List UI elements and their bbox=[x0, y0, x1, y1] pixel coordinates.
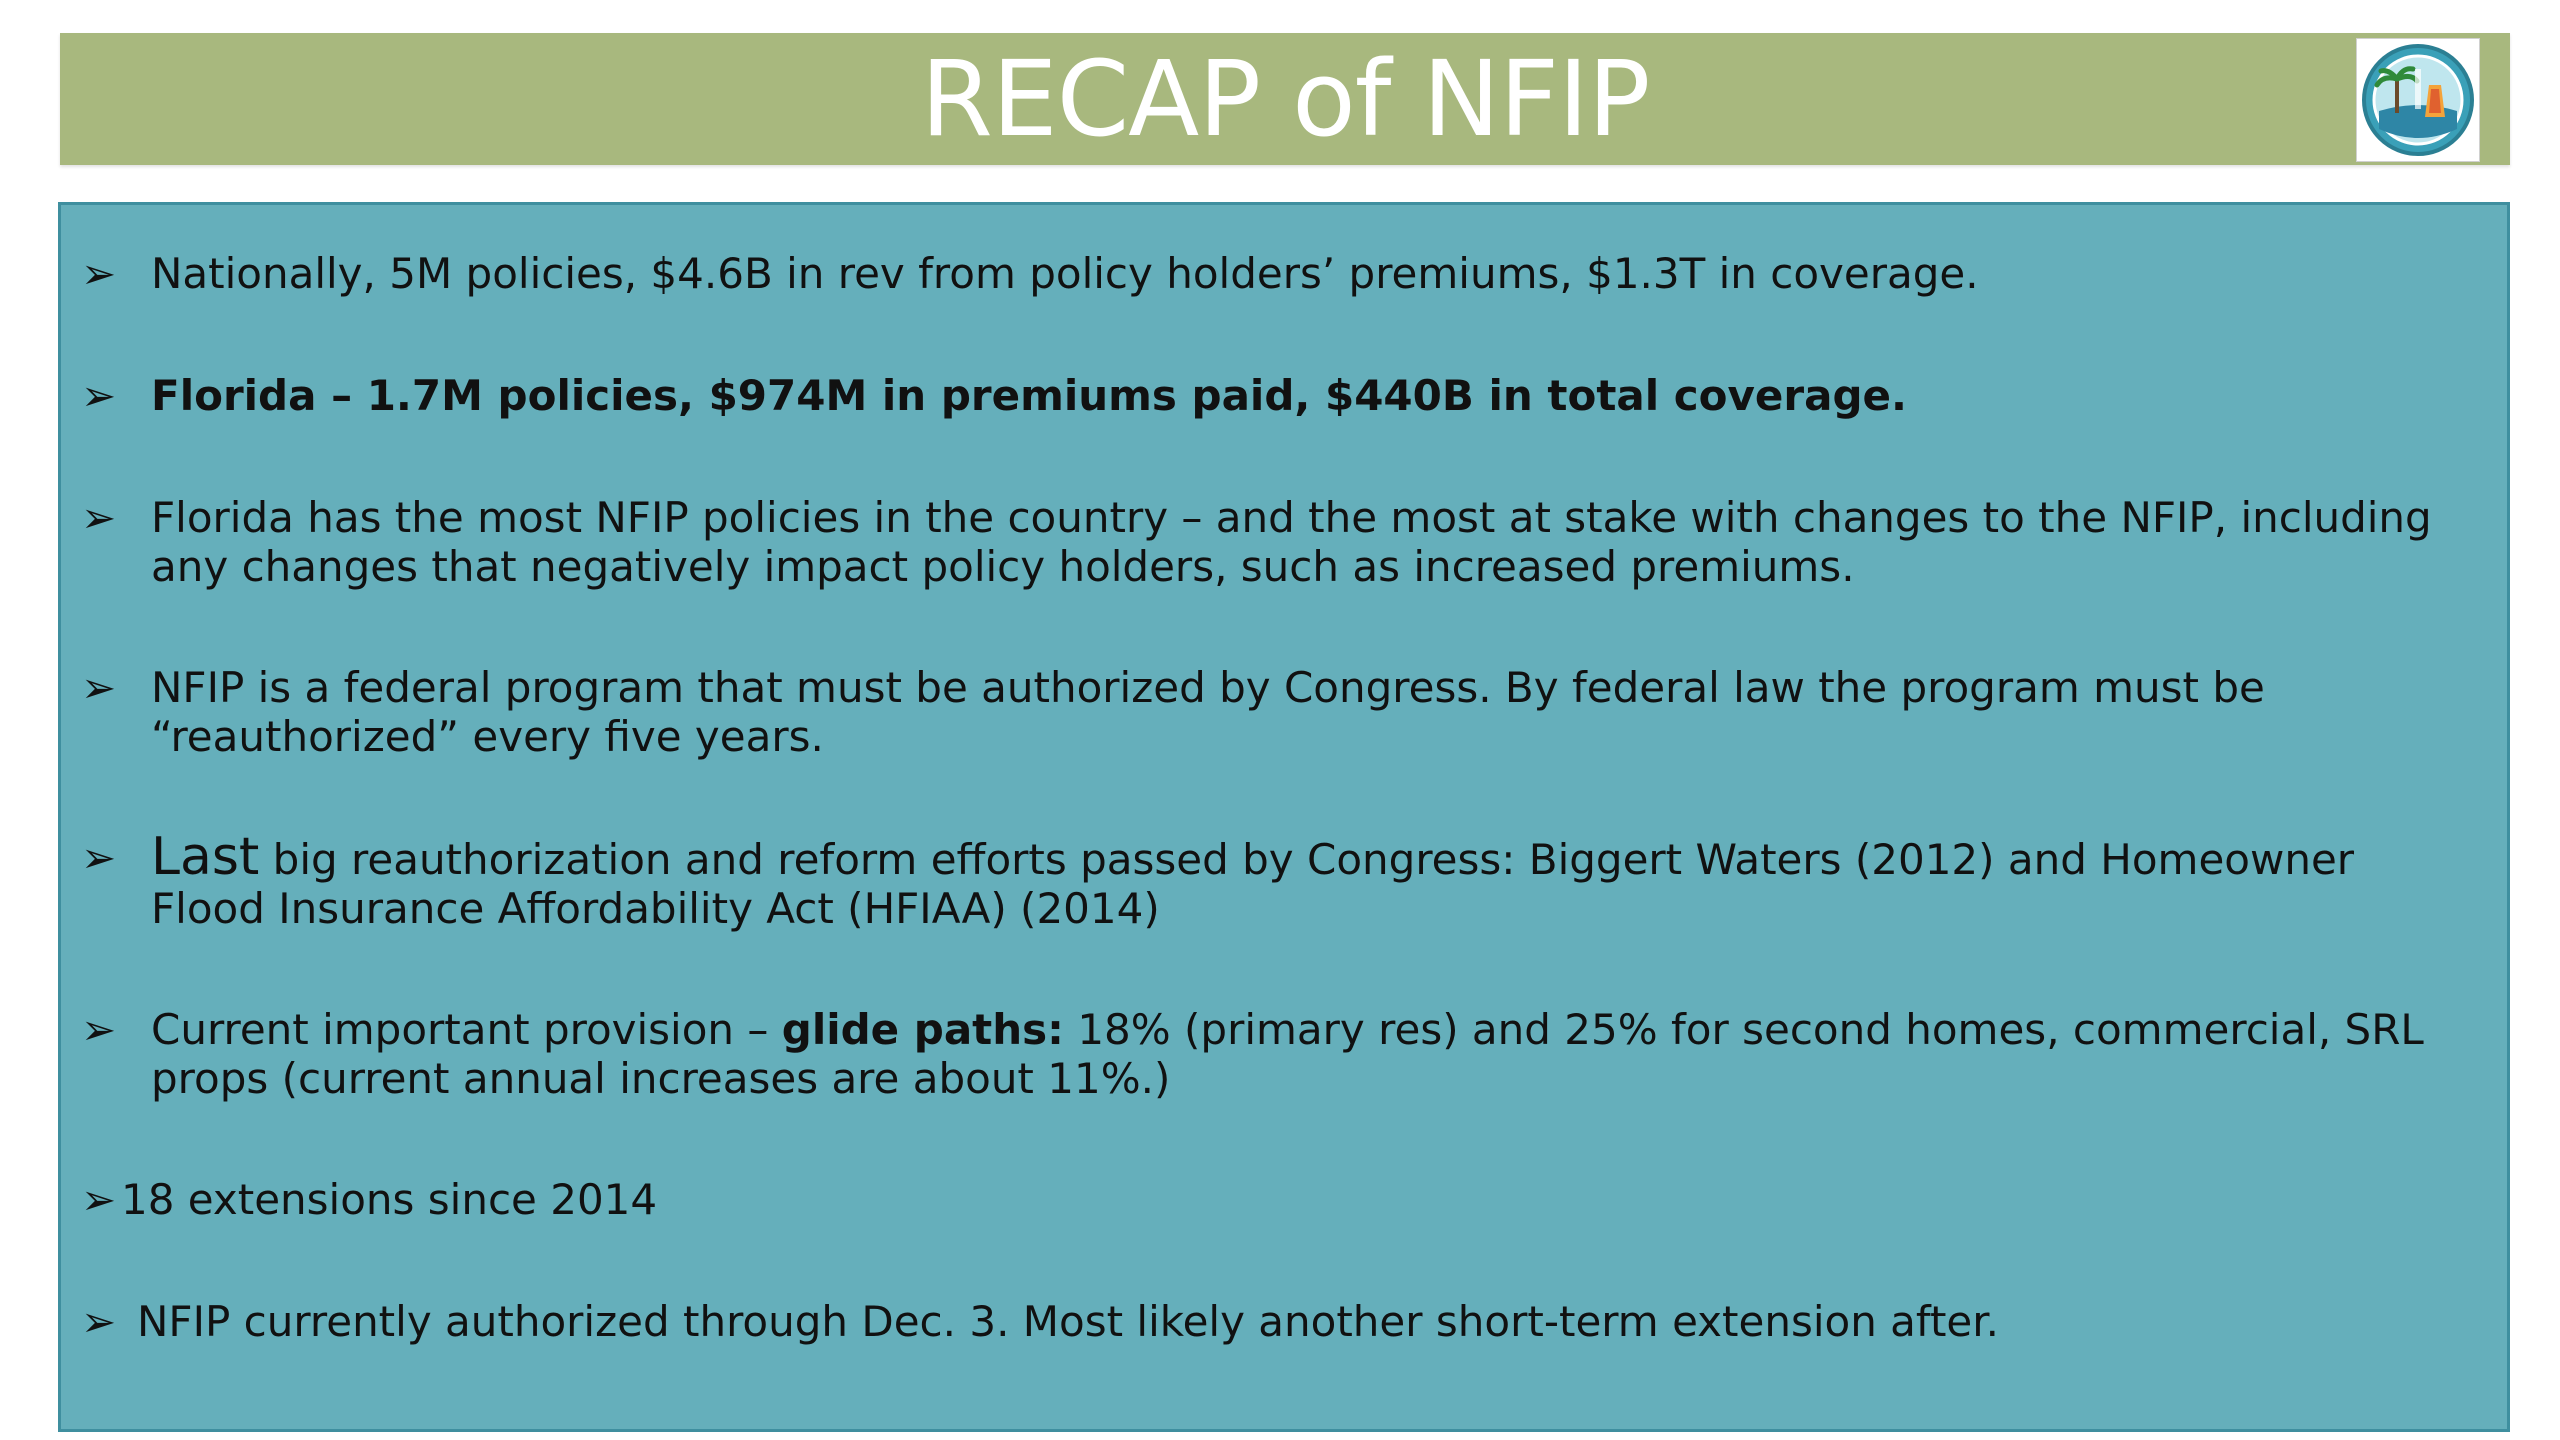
arrow-bullet-icon: ➢ bbox=[81, 1175, 117, 1224]
arrow-bullet-icon: ➢ bbox=[81, 371, 117, 420]
arrow-bullet-icon: ➢ bbox=[81, 1005, 117, 1054]
bullet-lead-word: Last bbox=[151, 827, 260, 887]
bullet-text: Florida has the most NFIP policies in th… bbox=[151, 493, 2432, 591]
arrow-bullet-icon: ➢ bbox=[81, 833, 117, 882]
bullet-text: 18 extensions since 2014 bbox=[121, 1175, 658, 1224]
bullet-post: 18% (primary res) and 25% for second hom… bbox=[151, 1005, 2424, 1103]
arrow-bullet-icon: ➢ bbox=[81, 249, 117, 298]
bullet-text: Current important provision – glide path… bbox=[151, 1005, 2461, 1103]
slide-title: RECAP of NFIP bbox=[920, 38, 1651, 160]
bullet-text: Nationally, 5M policies, $4.6B in rev fr… bbox=[151, 249, 1979, 298]
bullet-text: NFIP currently authorized through Dec. 3… bbox=[137, 1297, 2000, 1346]
bullet-text: NFIP is a federal program that must be a… bbox=[151, 663, 2265, 761]
bullet-rest: big reauthorization and reform efforts p… bbox=[151, 835, 2355, 933]
bullet-bold-term: glide paths: bbox=[781, 1005, 1064, 1054]
arrow-bullet-icon: ➢ bbox=[81, 1297, 117, 1346]
bullet-text: Florida – 1.7M policies, $974M in premiu… bbox=[151, 371, 1907, 420]
bullet-text: Last big reauthorization and reform effo… bbox=[151, 831, 2461, 933]
arrow-bullet-icon: ➢ bbox=[81, 493, 117, 542]
content-panel: ➢ Nationally, 5M policies, $4.6B in rev … bbox=[58, 202, 2510, 1432]
city-seal-icon bbox=[2356, 38, 2480, 162]
bullet-pre: Current important provision – bbox=[151, 1005, 782, 1054]
title-bar: RECAP of NFIP bbox=[60, 33, 2510, 165]
arrow-bullet-icon: ➢ bbox=[81, 663, 117, 712]
